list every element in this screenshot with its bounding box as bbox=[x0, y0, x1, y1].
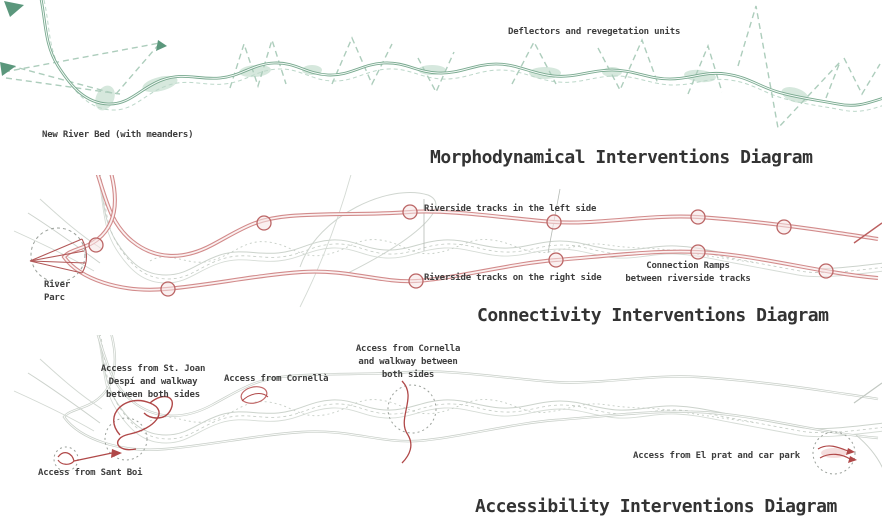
connection-ramps-label: Connection Ramps between riverside track… bbox=[625, 261, 751, 284]
track-end-hook bbox=[853, 222, 882, 244]
riverside-tracks-left-label: Riverside tracks in the left side bbox=[424, 204, 597, 214]
deflectors-label: Deflectors and revegetation units bbox=[508, 27, 681, 37]
deflector-arrowheads bbox=[0, 1, 167, 76]
river-parc-marker bbox=[29, 227, 88, 283]
access-sant-joan-label: Access from St. Joan Despí and walkway b… bbox=[100, 364, 206, 400]
new-river-bed-line bbox=[38, 0, 882, 107]
new-river-bed-label: New River Bed (with meanders) bbox=[42, 130, 194, 140]
morphodynamical-river-drawing bbox=[0, 0, 882, 130]
new-river-bed-highlight bbox=[39, 0, 882, 106]
river-parc-label: River Parc bbox=[44, 280, 71, 303]
morphodynamical-diagram-title: Morphodynamical Interventions Diagram bbox=[430, 147, 813, 168]
access-cornella-walkway-marker bbox=[387, 380, 437, 464]
access-cornella-marker bbox=[240, 386, 269, 404]
river-sketch bbox=[13, 175, 882, 308]
access-sant-boi-marker bbox=[53, 446, 122, 472]
connectivity-diagram-title: Connectivity Interventions Diagram bbox=[477, 305, 829, 326]
access-el-prat-label: Access from El prat and car park bbox=[633, 451, 800, 461]
connection-ramp-circles bbox=[88, 204, 834, 297]
access-sant-boi-label: Access from Sant Boi bbox=[38, 468, 143, 478]
river-and-tracks-sketch bbox=[13, 335, 882, 468]
deflector-lines bbox=[3, 5, 881, 130]
access-el-prat-marker bbox=[812, 431, 857, 475]
access-sant-joan-marker bbox=[104, 395, 173, 461]
access-cornella-walkway-label: Access from Cornella and walkway between… bbox=[355, 344, 461, 380]
connectivity-river-drawing bbox=[13, 175, 882, 308]
accessibility-river-drawing bbox=[13, 335, 882, 475]
access-cornella-label: Access from Cornellà bbox=[224, 374, 329, 384]
old-river-bed-line bbox=[43, 0, 882, 112]
riverside-tracks-right-label: Riverside tracks on the right side bbox=[424, 273, 602, 283]
accessibility-diagram-title: Accessibility Interventions Diagram bbox=[475, 496, 837, 517]
